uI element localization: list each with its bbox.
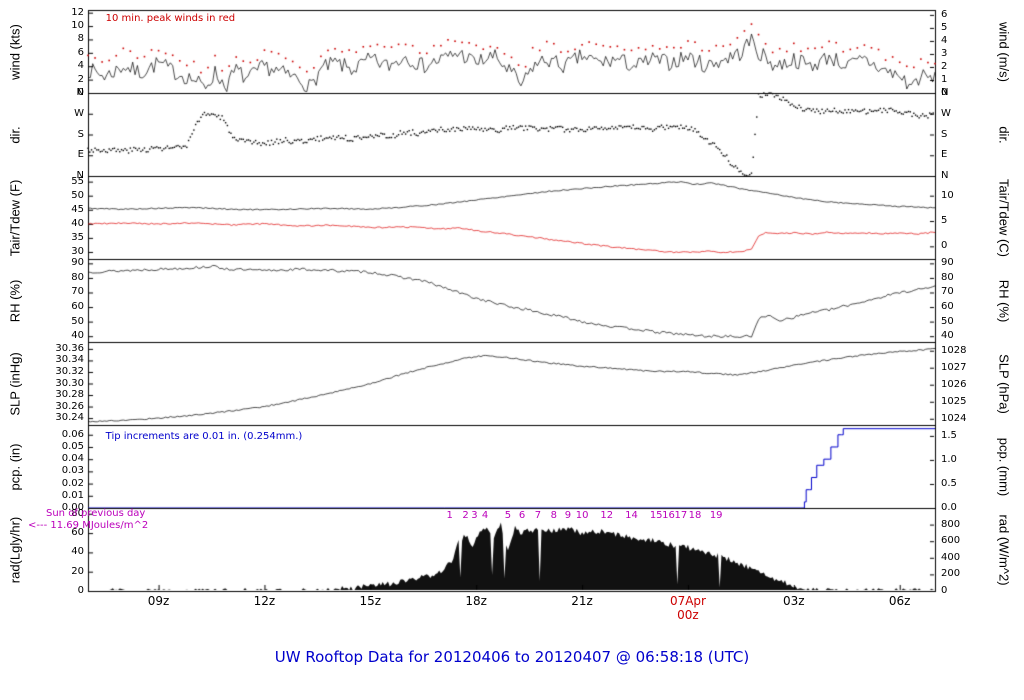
chart-title: UW Rooftop Data for 20120406 to 20120407… xyxy=(274,648,750,666)
